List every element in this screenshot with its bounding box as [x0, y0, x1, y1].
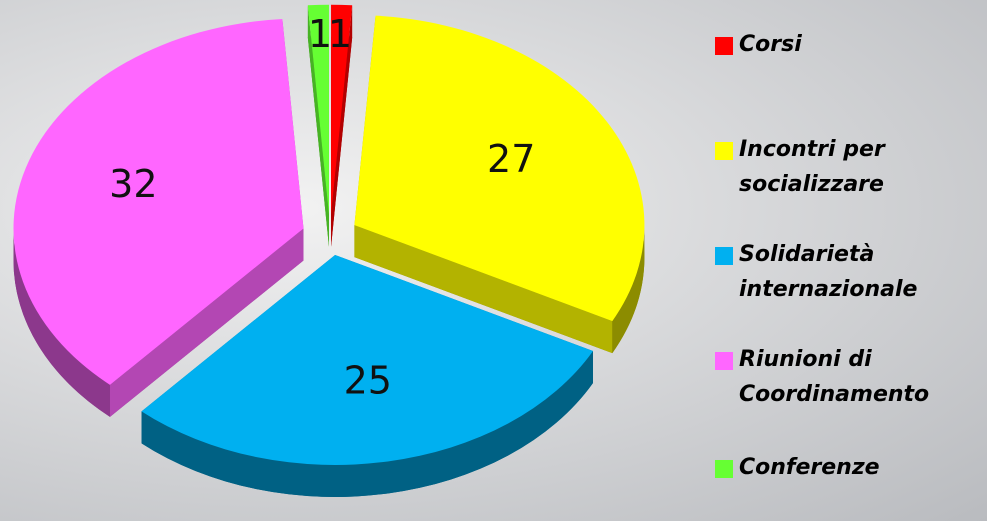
value-labels: 1 27 25 32 1 [109, 12, 535, 403]
legend-label: Corsi [739, 32, 802, 57]
legend-swatch [715, 352, 733, 370]
value-label: 32 [109, 162, 157, 206]
legend-label: Conferenze [739, 455, 880, 480]
value-label: 1 [308, 12, 332, 56]
legend-item: Riunioni di Coordinamento [715, 342, 985, 412]
slice [13, 19, 304, 385]
slice-wall [354, 225, 613, 354]
legend-label: Solidarietà internazionale [739, 242, 918, 302]
legend-swatch [715, 460, 733, 478]
value-label: 25 [344, 358, 392, 402]
slice-wall [612, 225, 645, 354]
slice-wall [109, 228, 304, 417]
legend-swatch [715, 247, 733, 265]
legend-item: Conferenze [715, 450, 985, 485]
legend-item: Corsi [715, 27, 985, 62]
slice-tops [13, 4, 645, 465]
legend-label: Incontri per socializzare [739, 137, 885, 197]
slice-wall [331, 5, 353, 247]
legend-swatch [715, 37, 733, 55]
legend-item: Incontri per socializzare [715, 132, 985, 202]
legend-swatch [715, 142, 733, 160]
legend-label: Riunioni di Coordinamento [739, 347, 930, 407]
slice-wall [307, 5, 329, 247]
slice-wall [141, 350, 593, 497]
value-label: 1 [328, 12, 352, 56]
legend-item: Solidarietà internazionale [715, 237, 985, 307]
slice [354, 15, 645, 322]
slice [141, 254, 593, 465]
value-label: 27 [487, 137, 535, 181]
slice-wall [13, 228, 110, 417]
slice [331, 4, 353, 215]
slice [307, 4, 329, 215]
